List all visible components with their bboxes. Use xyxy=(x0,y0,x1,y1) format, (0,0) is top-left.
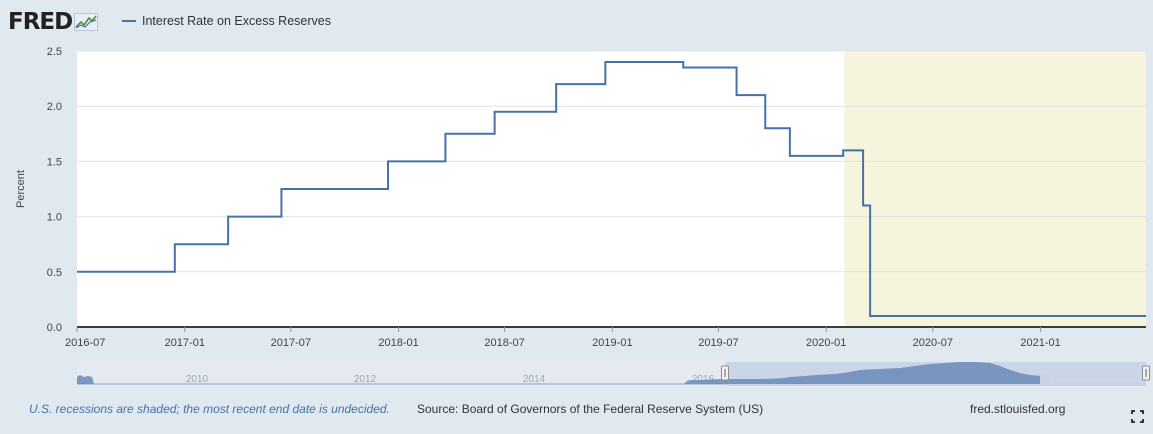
y-axis-label: Percent xyxy=(15,170,27,208)
navigator-year-label: 2014 xyxy=(523,374,546,385)
legend-swatch xyxy=(122,20,136,22)
source-url[interactable]: fred.stlouisfed.org xyxy=(970,402,1066,416)
x-tick-label: 2017-07 xyxy=(271,337,311,349)
grid-lines xyxy=(77,50,1146,273)
x-tick-label: 2016-07 xyxy=(65,337,105,349)
navigator-series-area xyxy=(725,362,1040,384)
x-tick-label: 2019-01 xyxy=(592,337,632,349)
recession-band xyxy=(844,51,1146,327)
legend-label: Interest Rate on Excess Reserves xyxy=(142,14,331,28)
y-tick-label: 1.5 xyxy=(47,156,62,168)
x-tick-label: 2018-01 xyxy=(378,337,418,349)
fred-logo[interactable]: FRED xyxy=(8,9,99,35)
x-tick-label: 2020-07 xyxy=(913,337,953,349)
x-tick-label: 2019-07 xyxy=(698,337,738,349)
fred-chart-icon xyxy=(74,13,99,31)
source-note: Source: Board of Governors of the Federa… xyxy=(417,402,764,416)
x-tick-label: 2018-07 xyxy=(484,337,524,349)
chart: 0.0 0.5 1.0 1.5 2.0 2.5 2016-07 2017-01 2017-07… xyxy=(15,46,1150,386)
series-layer xyxy=(77,61,1146,317)
series-line[interactable] xyxy=(77,61,1146,317)
x-tick-labels: 2016-07 2017-01 2017-07 2018-01 2018-07 2019-… xyxy=(65,327,1061,349)
chart-legend[interactable]: Interest Rate on Excess Reserves xyxy=(122,13,331,29)
y-tick-label: 2.0 xyxy=(47,101,62,113)
y-tick-labels: 0.0 0.5 1.0 1.5 2.0 2.5 xyxy=(47,46,62,334)
navigator-year-label: 2016 xyxy=(692,374,715,385)
navigator-year-label: 2012 xyxy=(354,374,377,385)
x-tick-label: 2017-01 xyxy=(165,337,205,349)
y-tick-label: 0.5 xyxy=(47,267,62,279)
x-tick-label: 2020-01 xyxy=(806,337,846,349)
y-tick-label: 1.0 xyxy=(47,212,62,224)
recession-note: U.S. recessions are shaded; the most rec… xyxy=(29,402,390,416)
navigator[interactable]: 201020122014201620182020 xyxy=(77,362,1150,386)
x-tick-label: 2021-01 xyxy=(1020,337,1060,349)
fullscreen-icon[interactable] xyxy=(1131,410,1144,423)
chart-header: FRED Interest Rate on Excess Reserves xyxy=(0,0,1153,44)
y-tick-label: 0.0 xyxy=(47,322,62,334)
navigator-year-label: 2010 xyxy=(186,374,209,385)
y-tick-label: 2.5 xyxy=(47,46,62,58)
recession-shading xyxy=(844,51,1146,327)
fred-logo-text: FRED xyxy=(8,9,73,35)
